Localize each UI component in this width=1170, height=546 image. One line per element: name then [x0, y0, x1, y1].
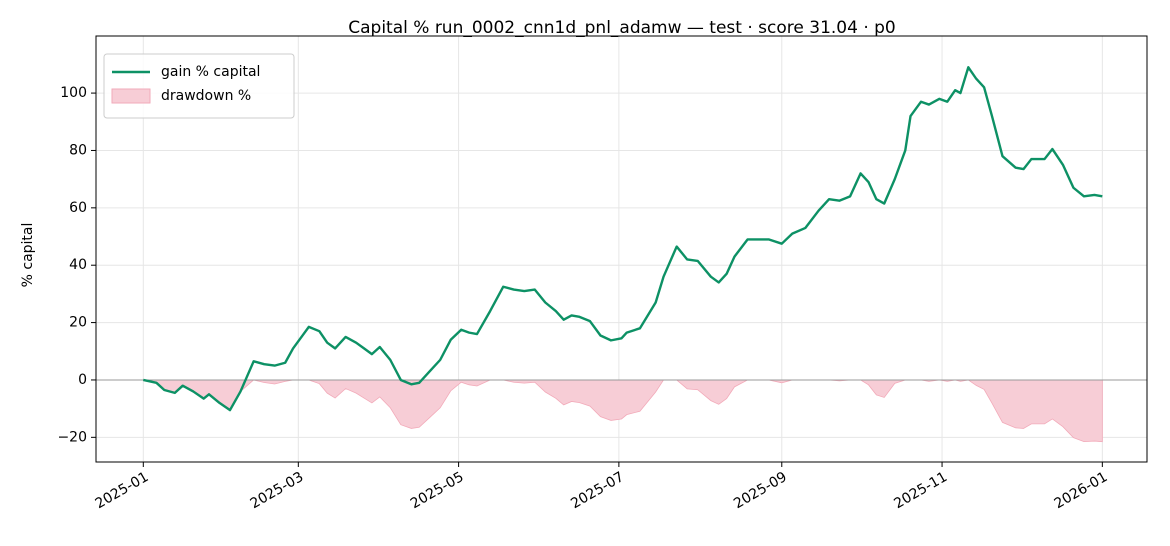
plot-frame: [95, 35, 1148, 463]
x-tick-label: 2025-09: [731, 469, 790, 512]
x-tick-label: 2025-01: [93, 469, 152, 512]
legend-label: drawdown %: [161, 88, 251, 104]
x-tick-label: 2025-05: [408, 469, 467, 512]
y-tick-label: 20: [69, 315, 87, 331]
x-tick-label: 2025-11: [891, 469, 950, 512]
drawdown-area: [143, 379, 1103, 443]
chart-title: Capital % run_0002_cnn1d_pnl_adamw — tes…: [348, 18, 896, 38]
y-tick-label: −20: [57, 429, 87, 445]
y-tick-label: 100: [60, 85, 87, 101]
legend-box: [103, 53, 295, 119]
x-tick-label: 2026-01: [1052, 469, 1111, 512]
x-tick-label: 2025-07: [568, 469, 627, 512]
legend-swatch: [111, 88, 151, 104]
gain-line: [143, 66, 1103, 412]
y-tick-label: 60: [69, 200, 87, 216]
y-axis-label: % capital: [20, 223, 36, 288]
y-tick-label: 0: [78, 372, 87, 388]
y-tick-label: 80: [69, 142, 87, 158]
legend-label: gain % capital: [161, 64, 260, 80]
x-tick-label: 2025-03: [248, 469, 307, 512]
y-tick-label: 40: [69, 257, 87, 273]
